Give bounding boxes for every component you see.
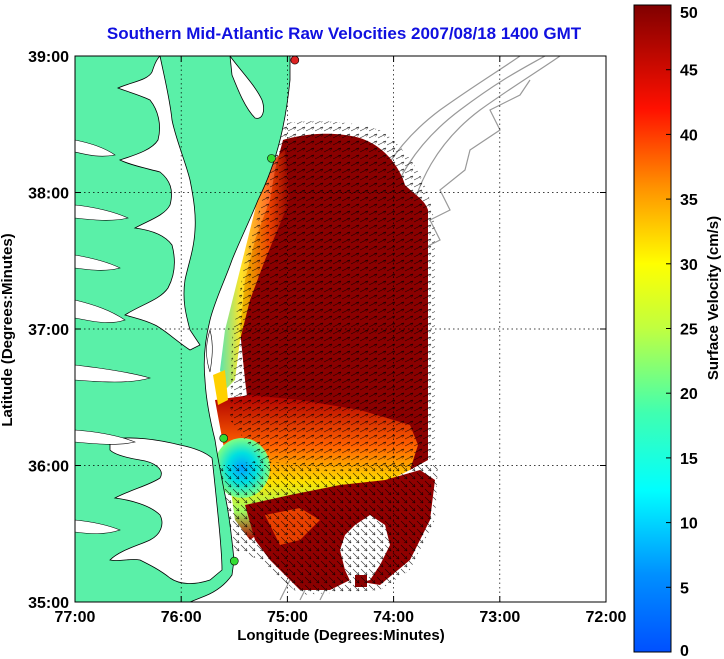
y-tick-label: 39:00 <box>28 49 69 66</box>
colorbar-tick-label: 5 <box>680 580 689 597</box>
y-axis: 39:00 38:00 37:00 36:00 35:00 <box>28 49 606 612</box>
velocity-field <box>210 121 438 595</box>
colorbar-tick-label: 20 <box>680 386 698 403</box>
x-tick-label: 77:00 <box>55 609 96 626</box>
delaware-bay <box>229 56 264 119</box>
colorbar-tick-label: 15 <box>680 451 698 468</box>
river-inlet <box>75 299 126 323</box>
x-tick-label: 75:00 <box>267 609 308 626</box>
colorbar-tick-label: 30 <box>680 257 698 274</box>
hf-radar-stations <box>219 56 300 566</box>
river-inlet <box>75 139 116 157</box>
y-tick-label: 37:00 <box>28 322 69 339</box>
velocity-region-nearshore-yellow <box>213 370 228 405</box>
barrier-lagoon <box>206 328 213 373</box>
river-inlet <box>75 254 121 271</box>
colorbar-tick-label: 45 <box>680 63 698 80</box>
chart-title: Southern Mid-Atlantic Raw Velocities 200… <box>107 24 582 43</box>
y-tick-label: 35:00 <box>28 595 69 612</box>
velocity-vectors-south <box>210 460 438 595</box>
colorbar-tick-label: 40 <box>680 127 698 144</box>
station-marker <box>267 154 276 163</box>
colorbar-tick-label: 35 <box>680 192 698 209</box>
velocity-vectors <box>230 121 435 471</box>
colorbar-label: Surface Velocity (cm/s) <box>705 216 722 380</box>
y-tick-label: 36:00 <box>28 459 69 476</box>
colorbar-tick-label: 10 <box>680 516 698 533</box>
river-inlet <box>75 429 136 445</box>
x-tick-label: 76:00 <box>161 609 202 626</box>
albemarle-pamlico-sound <box>109 437 223 584</box>
colorbar-gradient <box>633 4 672 653</box>
station-marker <box>219 433 228 443</box>
land <box>75 56 291 602</box>
grid <box>75 56 606 602</box>
colorbar-tick-label: 0 <box>680 643 689 659</box>
river-inlet <box>75 204 129 221</box>
x-axis-label: Longitude (Degrees:Minutes) <box>237 627 445 644</box>
station-marker <box>290 56 300 65</box>
station-marker <box>230 556 239 566</box>
y-axis-label: Latitude (Degrees:Minutes) <box>0 233 16 426</box>
river-inlet <box>75 364 152 383</box>
river-inlet <box>75 519 121 534</box>
x-axis: 77:00 76:00 75:00 74:00 73:00 72:00 <box>55 56 627 626</box>
x-tick-label: 72:00 <box>586 609 627 626</box>
colorbar-tick-label: 25 <box>680 322 698 339</box>
map-panel <box>75 56 606 602</box>
y-tick-label: 38:00 <box>28 186 69 203</box>
colorbar-ticks: 0 5 10 15 20 25 30 35 40 45 50 <box>666 4 698 659</box>
x-tick-label: 73:00 <box>479 609 520 626</box>
x-tick-label: 74:00 <box>373 609 414 626</box>
chesapeake-bay <box>116 56 201 351</box>
colorbar-tick-label: 50 <box>680 5 698 22</box>
colorbar: 0 5 10 15 20 25 30 35 40 45 50 Surface Velocity (c… <box>633 4 722 659</box>
